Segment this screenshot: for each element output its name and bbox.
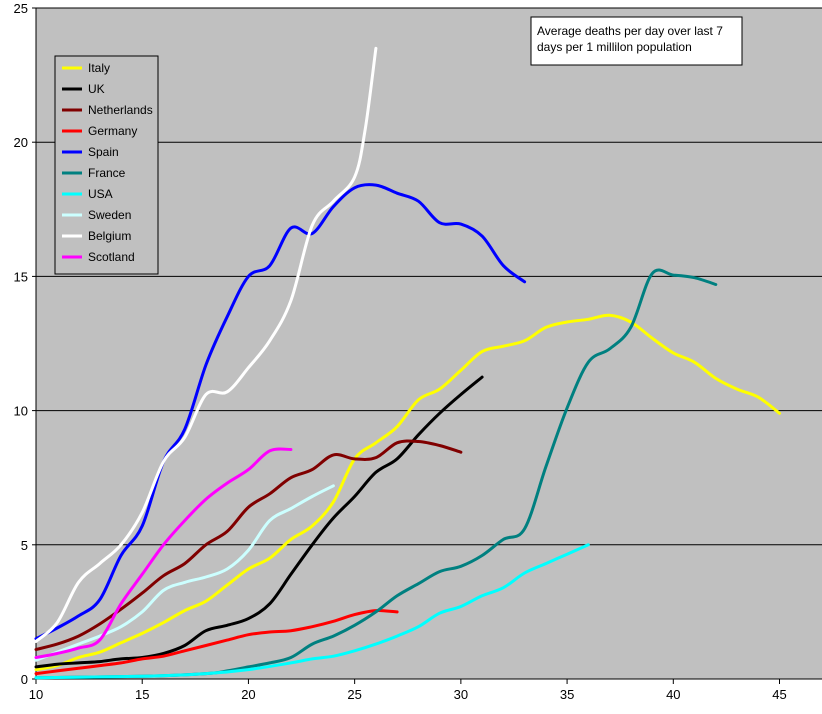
series-line-belgium	[34, 46, 378, 643]
legend-label-usa: USA	[88, 187, 113, 201]
series-line-germany	[34, 609, 399, 676]
series-line-france	[34, 268, 718, 680]
annotation-line: Average deaths per day over last 7	[537, 24, 723, 38]
x-tick-label: 45	[772, 687, 786, 702]
x-tick-label: 35	[560, 687, 574, 702]
plot-area	[36, 8, 822, 679]
legend-label-sweden: Sweden	[88, 208, 131, 222]
legend-label-italy: Italy	[88, 61, 110, 75]
annotation-background	[530, 16, 743, 66]
y-tick-label: 20	[14, 135, 28, 150]
series-layer	[34, 46, 781, 680]
x-tick-label: 40	[666, 687, 680, 702]
legend-label-belgium: Belgium	[88, 229, 131, 243]
x-tick-label: 20	[241, 687, 255, 702]
y-tick-label: 5	[21, 538, 28, 553]
x-tick-label: 25	[347, 687, 361, 702]
series-line-spain	[34, 183, 527, 641]
legend-label-france: France	[88, 166, 126, 180]
series-line-uk	[34, 375, 484, 669]
y-tick-label: 0	[21, 672, 28, 687]
x-tick-label: 30	[454, 687, 468, 702]
legend: Italy UK Netherlands Germany Spain France USA S…	[54, 55, 159, 275]
series-line-usa	[34, 543, 590, 680]
annotation-line: days per 1 millilon population	[537, 40, 692, 54]
series-line-sweden	[34, 484, 335, 662]
y-tick-label: 15	[14, 269, 28, 284]
legend-label-germany: Germany	[88, 124, 137, 138]
series-line-netherlands	[34, 439, 463, 651]
series-line-scotland	[34, 447, 293, 659]
y-tick-label: 25	[14, 1, 28, 16]
annotation-box: Average deaths per day over last 7 days p…	[530, 16, 743, 66]
legend-box	[54, 55, 159, 275]
legend-label-uk: UK	[88, 82, 105, 96]
legend-label-scotland: Scotland	[88, 250, 135, 264]
x-tick-label: 15	[135, 687, 149, 702]
legend-label-netherlands: Netherlands	[88, 103, 153, 117]
series-line-italy	[34, 313, 781, 672]
legend-label-spain: Spain	[88, 145, 119, 159]
x-tick-label: 10	[29, 687, 43, 702]
axes: 0 5 10 15 20 25 10 15 20 25 30 35 40 45	[14, 1, 822, 702]
y-tick-label: 10	[14, 404, 28, 419]
